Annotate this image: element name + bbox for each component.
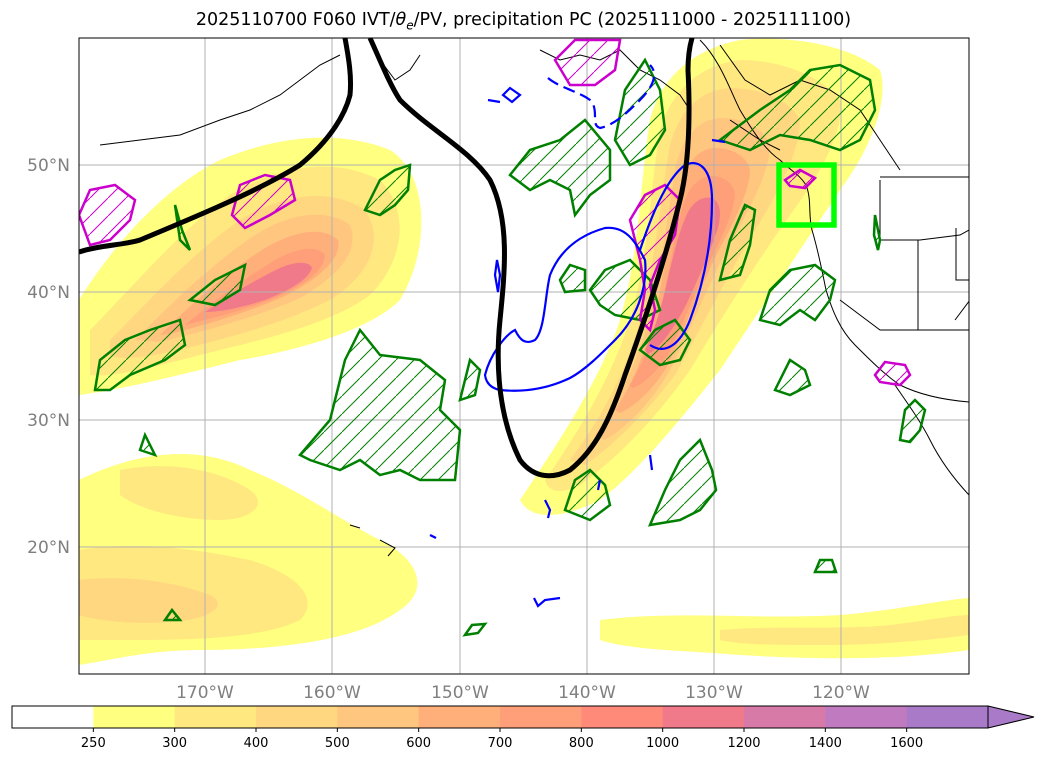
colorbar-label: 1400 xyxy=(809,736,842,751)
colorbar-label: 400 xyxy=(244,736,269,751)
colorbar-segment xyxy=(581,706,664,728)
target-region-box xyxy=(776,162,837,228)
colorbar-segment xyxy=(256,706,338,728)
lon-tick-170w: 170°W xyxy=(176,683,234,703)
lon-tick-130w: 130°W xyxy=(685,683,743,703)
lat-tick-20n: 20°N xyxy=(27,538,70,558)
theta-e-contours xyxy=(429,64,726,608)
pv-contours xyxy=(79,38,695,479)
colorbar-label: 700 xyxy=(488,736,513,751)
map-panel xyxy=(79,38,969,674)
colorbar-segment xyxy=(12,706,94,728)
lon-tick-150w: 150°W xyxy=(431,683,489,703)
colorbar-segment xyxy=(418,706,501,728)
colorbar-segment xyxy=(744,706,826,728)
colorbar-label: 250 xyxy=(81,736,106,751)
colorbar-label: 600 xyxy=(406,736,431,751)
lat-tick-40n: 40°N xyxy=(27,283,70,303)
colorbar-segment xyxy=(906,706,989,728)
colorbar-label: 300 xyxy=(162,736,187,751)
colorbar-label: 800 xyxy=(569,736,594,751)
lon-tick-120w: 120°W xyxy=(812,683,870,703)
precip-pc-positive-contours xyxy=(93,57,927,637)
lon-tick-140w: 140°W xyxy=(558,683,616,703)
colorbar-label: 1200 xyxy=(727,736,760,751)
lon-tick-160w: 160°W xyxy=(303,683,361,703)
colorbar-segment xyxy=(174,706,257,728)
lon-tick-labels: 170°W 160°W 150°W 140°W 130°W 120°W xyxy=(176,683,870,703)
lat-tick-50n: 50°N xyxy=(27,156,70,176)
ivt-colorbar: 250 300 400 500 600 700 800 1000 1200 1400 1600 xyxy=(11,705,1035,751)
colorbar-label: 1000 xyxy=(646,736,679,751)
colorbar-segment xyxy=(825,706,908,728)
colorbar-label: 1600 xyxy=(890,736,923,751)
colorbar-segment xyxy=(662,706,745,728)
colorbar-segment xyxy=(93,706,176,728)
colorbar-segment xyxy=(500,706,582,728)
lat-tick-labels: 50°N 40°N 30°N 20°N xyxy=(27,156,70,558)
lat-tick-30n: 30°N xyxy=(27,411,70,431)
colorbar-extend-arrow xyxy=(987,705,1035,729)
colorbar-segment xyxy=(337,706,420,728)
precip-pc-negative-contours xyxy=(79,38,912,387)
figure-title: 2025110700 F060 IVT/θe/PV, precipitation… xyxy=(195,10,852,33)
colorbar-label: 500 xyxy=(325,736,350,751)
map-frame xyxy=(78,37,970,675)
